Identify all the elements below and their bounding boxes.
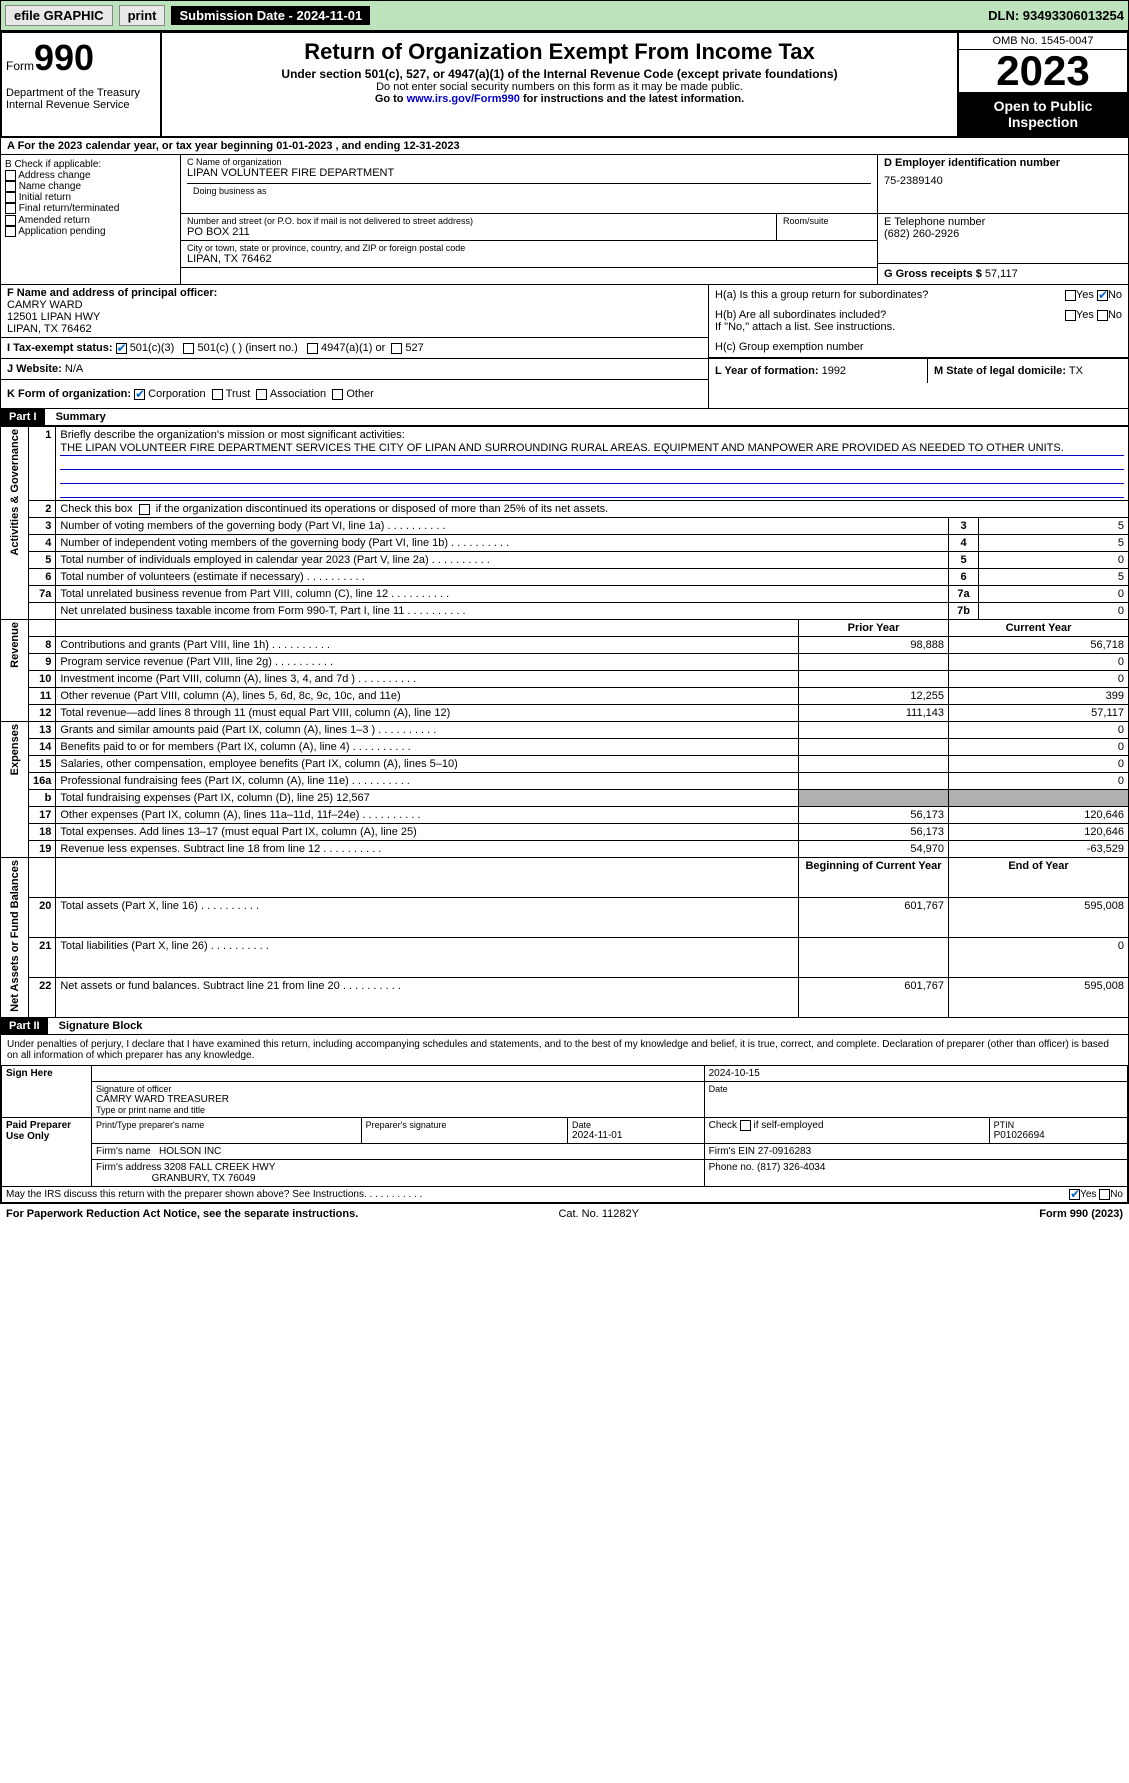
- form-note1: Do not enter social security numbers on …: [166, 81, 953, 93]
- state-domicile: M State of legal domicile: TX: [928, 359, 1128, 383]
- page-footer: For Paperwork Reduction Act Notice, see …: [0, 1204, 1129, 1224]
- section-b-through-g: B Check if applicable: Address change Na…: [0, 155, 1129, 285]
- officer-name: CAMRY WARD TREASURER: [96, 1094, 700, 1105]
- side-rev: Revenue: [9, 622, 21, 668]
- efile-top-bar: efile GRAPHIC print Submission Date - 20…: [0, 0, 1129, 31]
- perjury-declaration: Under penalties of perjury, I declare th…: [1, 1035, 1128, 1065]
- signature-block: Under penalties of perjury, I declare th…: [0, 1035, 1129, 1204]
- city-state-zip: LIPAN, TX 76462: [187, 253, 871, 265]
- side-exp: Expenses: [9, 724, 21, 775]
- firm-address: 3208 FALL CREEK HWY: [164, 1162, 275, 1173]
- h-a: H(a) Is this a group return for subordin…: [709, 285, 1128, 305]
- principal-officer: F Name and address of principal officer:…: [1, 285, 708, 338]
- gross-receipts: 57,117: [985, 268, 1018, 280]
- ein-cell: D Employer identification number 75-2389…: [878, 155, 1128, 214]
- firm-ein: 27-0916283: [758, 1146, 811, 1157]
- ein-value: 75-2389140: [884, 175, 1122, 187]
- section-f-through-m: F Name and address of principal officer:…: [0, 285, 1129, 409]
- print-button[interactable]: print: [119, 5, 166, 26]
- mission-text: THE LIPAN VOLUNTEER FIRE DEPARTMENT SERV…: [60, 441, 1124, 456]
- row-a-period: A For the 2023 calendar year, or tax yea…: [0, 138, 1129, 155]
- form-of-org: K Form of organization: Corporation Trus…: [1, 380, 708, 408]
- ptin: P01026694: [994, 1130, 1045, 1141]
- tax-year: 2023: [959, 50, 1127, 92]
- form-subtitle: Under section 501(c), 527, or 4947(a)(1)…: [166, 67, 953, 81]
- open-inspection: Open to Public Inspection: [959, 92, 1127, 136]
- telephone: (682) 260-2926: [884, 228, 1122, 240]
- firm-name: HOLSON INC: [159, 1146, 221, 1157]
- h-c: H(c) Group exemption number: [709, 337, 1128, 358]
- sign-here-label: Sign Here: [2, 1065, 92, 1117]
- form-number: Form990: [6, 37, 156, 79]
- side-na: Net Assets or Fund Balances: [9, 860, 21, 1012]
- website-row: J Website: N/A: [1, 359, 708, 380]
- submission-date: Submission Date - 2024-11-01: [171, 6, 370, 25]
- efile-graphic-label: efile GRAPHIC: [5, 5, 113, 26]
- street-address: PO BOX 211: [187, 226, 770, 238]
- dln-label: DLN: 93493306013254: [988, 8, 1124, 23]
- form-title: Return of Organization Exempt From Incom…: [166, 39, 953, 65]
- col-b-checkboxes: B Check if applicable: Address change Na…: [1, 155, 181, 284]
- paid-preparer-label: Paid Preparer Use Only: [2, 1117, 92, 1186]
- part1-header: Part I Summary: [0, 409, 1129, 426]
- org-name: LIPAN VOLUNTEER FIRE DEPARTMENT: [187, 167, 871, 179]
- firm-phone: (817) 326-4034: [757, 1162, 825, 1173]
- year-formation: L Year of formation: 1992: [709, 359, 928, 383]
- summary-table: Activities & Governance 1 Briefly descri…: [0, 426, 1129, 1018]
- dept-label: Department of the Treasury Internal Reve…: [6, 87, 156, 111]
- org-name-cell: C Name of organization LIPAN VOLUNTEER F…: [181, 155, 878, 214]
- form-note2: Go to www.irs.gov/Form990 for instructio…: [166, 93, 953, 105]
- side-gov: Activities & Governance: [9, 429, 21, 556]
- part2-header: Part II Signature Block: [0, 1018, 1129, 1035]
- h-b: H(b) Are all subordinates included? Yes …: [709, 305, 1128, 337]
- irs-link[interactable]: www.irs.gov/Form990: [407, 93, 520, 105]
- form-header: Form990 Department of the Treasury Inter…: [0, 31, 1129, 138]
- tax-exempt-status: I Tax-exempt status: 501(c)(3) 501(c) ( …: [1, 338, 708, 359]
